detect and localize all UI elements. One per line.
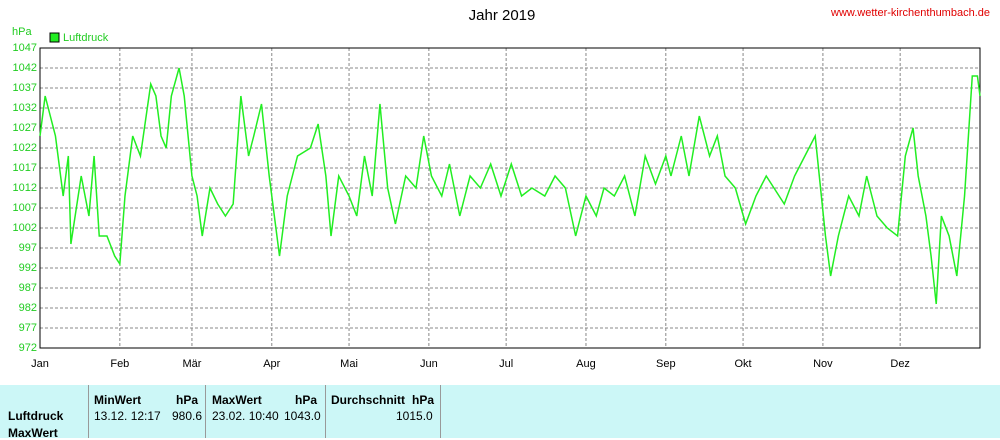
x-tick-label: Mai: [340, 358, 358, 370]
y-tick-label: 972: [19, 342, 37, 354]
chart: Jahr 2019 www.wetter-kirchenthumbach.de …: [12, 7, 990, 370]
plot-border: [39, 47, 981, 349]
x-tick-label: Jan: [31, 358, 49, 370]
x-tick-label: Nov: [813, 358, 833, 370]
row-label: MaxWert: [8, 426, 58, 440]
y-tick-label: 977: [19, 322, 37, 334]
x-tick-label: Aug: [576, 358, 596, 370]
divider: [88, 385, 89, 438]
chart-title: Jahr 2019: [469, 7, 536, 24]
y-tick-label: 997: [19, 242, 37, 254]
legend-label: Luftdruck: [63, 32, 109, 44]
col-header: Durchschnitt: [331, 393, 406, 407]
col-header: MaxWert: [212, 393, 262, 407]
y-tick-label: 1022: [13, 142, 37, 154]
y-tick-label: 1017: [13, 162, 37, 174]
col-header: MinWert: [94, 393, 142, 407]
value: 1043.0: [284, 409, 321, 423]
y-tick-label: 1037: [13, 82, 37, 94]
y-tick-label: 1007: [13, 202, 37, 214]
source-link[interactable]: www.wetter-kirchenthumbach.de: [830, 7, 990, 19]
x-tick-label: Sep: [656, 358, 676, 370]
divider: [325, 385, 326, 438]
y-tick-label: 1012: [13, 182, 37, 194]
col-unit: hPa: [295, 393, 318, 407]
row-label: Luftdruck: [8, 409, 64, 423]
y-tick-label: 982: [19, 302, 37, 314]
y-unit: hPa: [12, 26, 32, 38]
y-tick-label: 1042: [13, 62, 37, 74]
x-tick-label: Dez: [890, 358, 910, 370]
legend-swatch: [49, 32, 60, 43]
x-tick-label: Okt: [735, 358, 752, 370]
x-tick-label: Mär: [182, 358, 201, 370]
time: 23.02. 10:40: [212, 409, 279, 423]
y-tick-label: 1027: [13, 122, 37, 134]
divider: [205, 385, 206, 438]
y-tick-label: 987: [19, 282, 37, 294]
x-tick-label: Apr: [263, 358, 280, 370]
col-unit: hPa: [412, 393, 435, 407]
y-tick-label: 1032: [13, 102, 37, 114]
x-tick-label: Jul: [499, 358, 513, 370]
divider: [440, 385, 441, 438]
x-tick-label: Jun: [420, 358, 438, 370]
y-tick-label: 1047: [13, 42, 37, 54]
col-unit: hPa: [176, 393, 199, 407]
y-tick-label: 1002: [13, 222, 37, 234]
x-tick-label: Feb: [110, 358, 129, 370]
stats-table: Luftdruck MaxWert MinWert hPa 13.12. 12:…: [0, 385, 1000, 440]
value: 1015.0: [396, 409, 433, 423]
value: 980.6: [172, 409, 203, 423]
y-tick-label: 992: [19, 262, 37, 274]
data-line: [39, 67, 981, 305]
time: 13.12. 12:17: [94, 409, 161, 423]
